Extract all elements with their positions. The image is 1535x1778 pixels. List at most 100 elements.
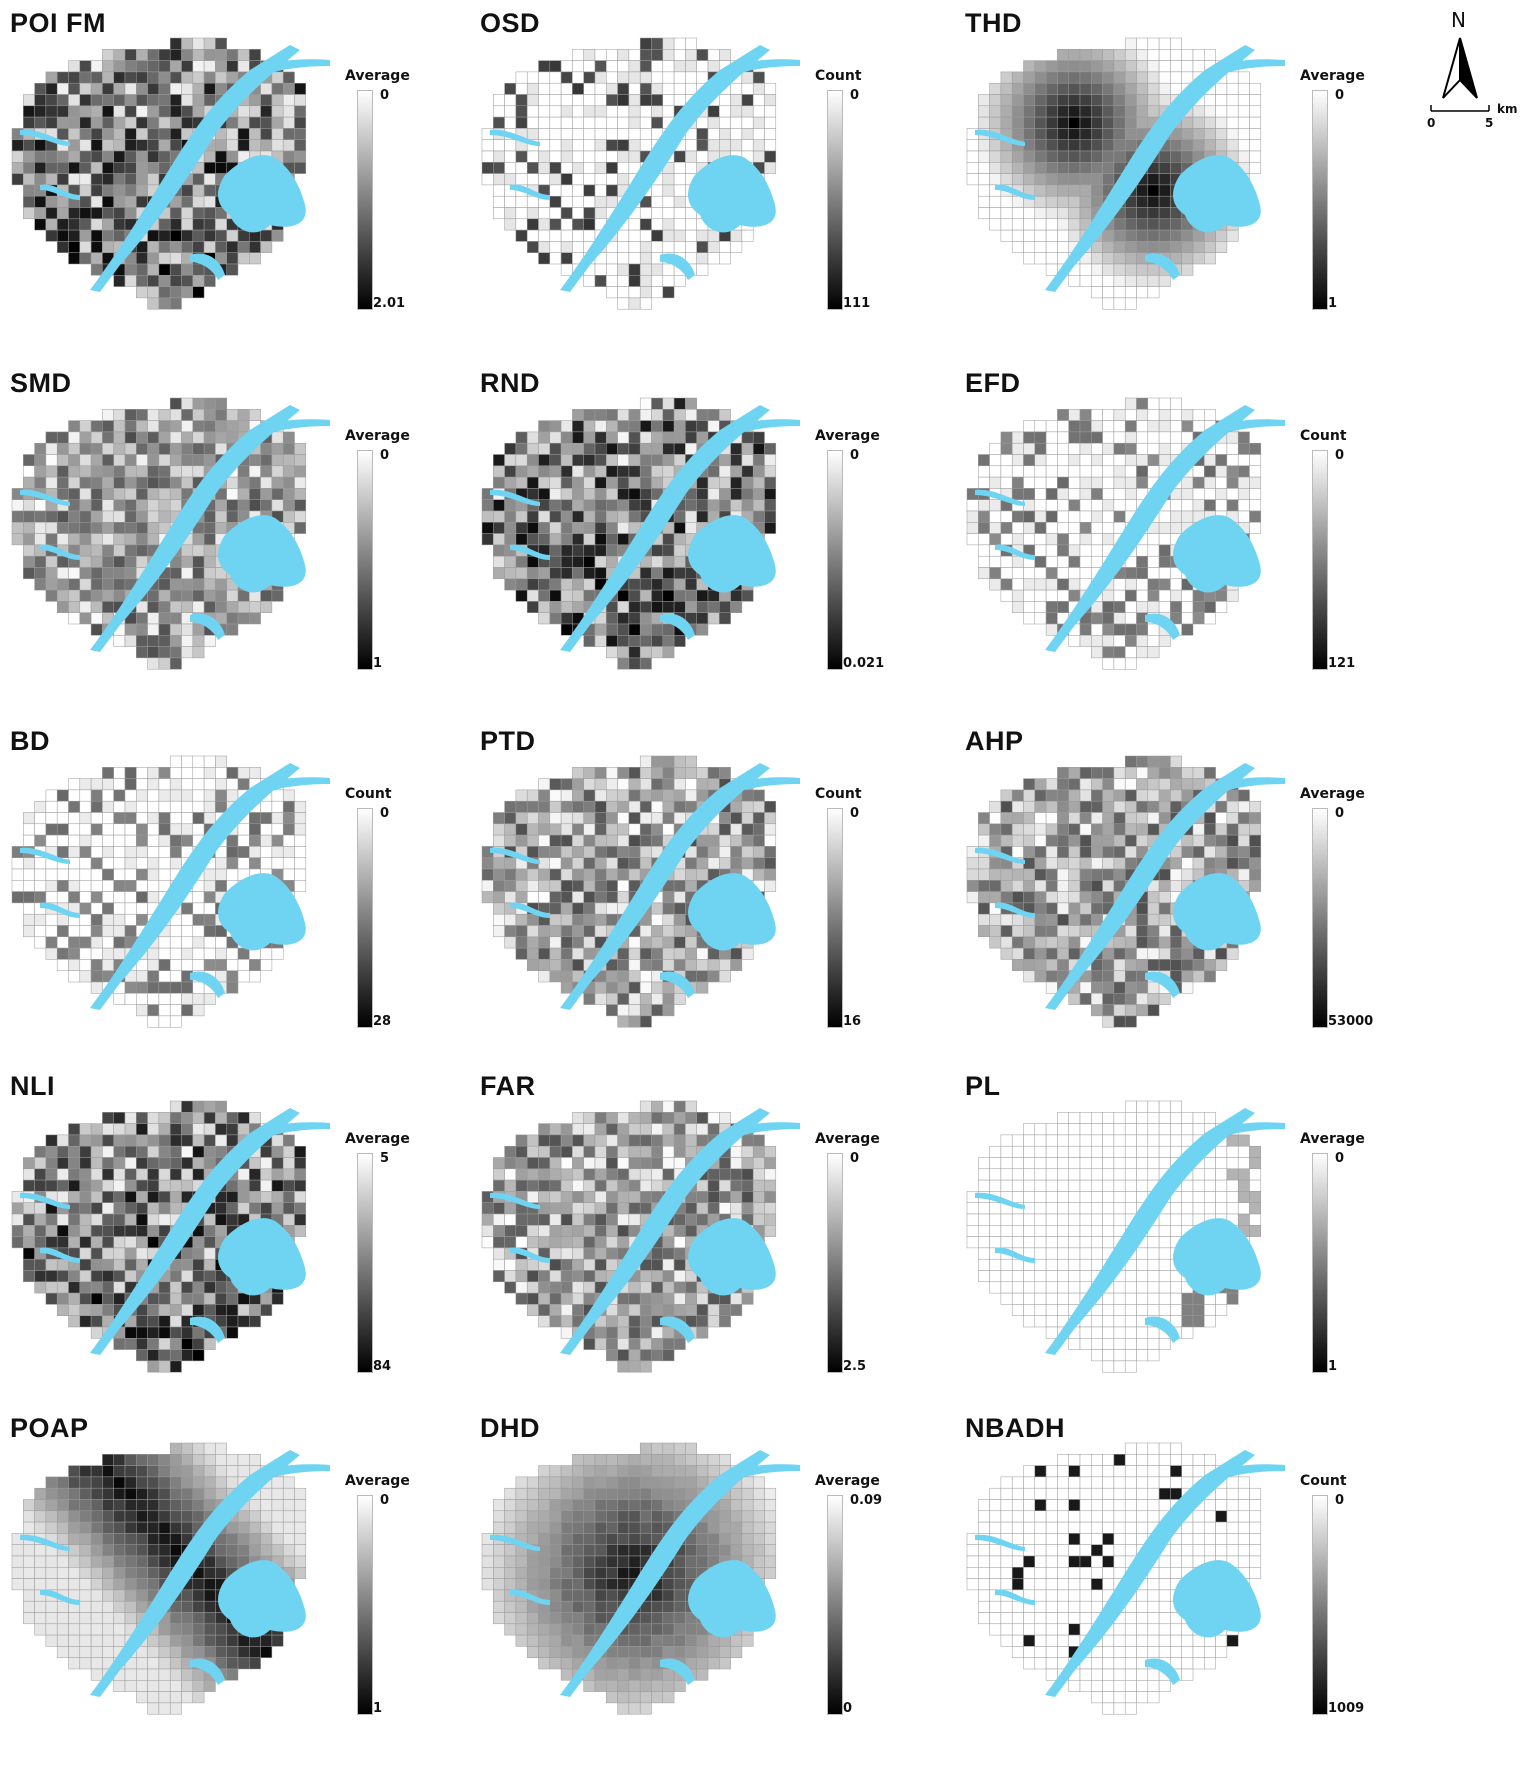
grid-cell: [102, 184, 114, 197]
grid-cell: [79, 578, 92, 591]
grid-cell: [1068, 925, 1081, 938]
grid-cell: [685, 589, 697, 602]
grid-cell: [113, 82, 126, 95]
grid-cell: [1057, 925, 1069, 938]
grid-cell: [136, 1191, 148, 1203]
grid-cell: [192, 800, 205, 813]
grid-cell: [113, 925, 126, 938]
grid-cell: [560, 578, 573, 591]
grid-cell: [1057, 857, 1069, 870]
legend-color-ramp: [357, 1153, 373, 1373]
grid-cell: [707, 601, 720, 613]
grid-cell: [493, 902, 505, 915]
grid-cell: [79, 105, 92, 118]
grid-cell: [1045, 800, 1058, 813]
grid-cell: [1023, 207, 1036, 220]
grid-cell: [1170, 218, 1182, 231]
grid-cell: [1000, 868, 1013, 881]
grid-cell: [90, 94, 103, 107]
grid-cell: [707, 1168, 720, 1181]
grid-cell: [1215, 947, 1228, 960]
grid-cell: [136, 1247, 148, 1260]
grid-cell: [124, 1270, 137, 1283]
grid-cell: [1158, 207, 1171, 220]
grid-cell: [203, 567, 216, 580]
creek-shape: [20, 489, 70, 506]
grid-cell: [1237, 812, 1250, 825]
south-lake-shape: [190, 971, 225, 998]
river-branch-shape: [250, 59, 330, 78]
grid-cell: [639, 128, 652, 140]
grid-cell: [56, 823, 69, 836]
grid-cell: [1079, 173, 1092, 186]
grid-cell: [685, 522, 697, 534]
grid-cell: [560, 834, 573, 847]
grid-cell: [1079, 128, 1092, 140]
grid-cell: [1204, 834, 1216, 847]
grid-cell: [1034, 959, 1047, 971]
grid-cell: [181, 823, 194, 836]
grid-cell: [79, 207, 92, 220]
grid-cell: [1158, 567, 1171, 580]
grid-cell: [23, 880, 35, 892]
grid-cell: [169, 431, 182, 444]
grid-cell: [572, 555, 584, 568]
grid-cell: [526, 947, 539, 960]
grid-cell: [1079, 488, 1092, 500]
grid-cell: [1215, 465, 1228, 478]
grid-cell: [617, 275, 630, 287]
grid-cell: [56, 128, 69, 140]
grid-cell: [1124, 789, 1137, 802]
grid-cell: [192, 755, 205, 768]
grid-cell: [158, 252, 171, 265]
grid-cell: [1079, 891, 1092, 904]
grid-cell: [572, 207, 584, 220]
grid-cell: [1124, 936, 1137, 949]
grid-cell: [79, 823, 92, 836]
grid-cell: [147, 857, 160, 870]
grid-cell: [90, 812, 103, 825]
grid-cell: [538, 173, 551, 186]
small-lake-shape: [995, 544, 1035, 560]
grid-cell: [707, 60, 720, 73]
grid-cell: [203, 510, 216, 523]
grid-cell: [1147, 275, 1160, 287]
grid-cell: [102, 857, 114, 870]
grid-cell: [124, 868, 137, 881]
grid-cell: [113, 510, 126, 523]
grid-cell: [79, 555, 92, 568]
grid-cell: [282, 789, 295, 802]
grid-cell: [181, 601, 194, 613]
grid-cell: [572, 601, 584, 613]
grid-cell: [1102, 612, 1115, 625]
grid-cell: [203, 71, 216, 84]
legend-bottom-value: 53000: [1328, 1014, 1374, 1029]
grid-cell: [90, 555, 103, 568]
grid-cell: [215, 1292, 227, 1305]
grid-cell: [23, 1258, 35, 1271]
grid-cell: [147, 139, 160, 152]
grid-cell: [549, 857, 562, 870]
grid-cell: [203, 1134, 216, 1147]
grid-cell: [124, 94, 137, 107]
grid-cell: [1136, 925, 1149, 938]
grid-cell: [102, 1258, 114, 1271]
grid-cell: [1045, 834, 1058, 847]
grid-cell: [34, 162, 47, 174]
grid-cell: [752, 442, 765, 455]
grid-cell: [1079, 499, 1092, 512]
grid-cell: [764, 128, 777, 140]
grid-cell: [102, 589, 114, 602]
grid-cell: [124, 1247, 137, 1260]
grid-cell: [271, 105, 284, 118]
grid-cell: [147, 646, 160, 659]
grid-cell: [90, 241, 103, 253]
grid-cell: [192, 1168, 205, 1181]
grid-cell: [526, 578, 539, 591]
grid-cell: [181, 1179, 194, 1192]
grid-cell: [192, 1100, 205, 1113]
grid-cell: [1023, 162, 1036, 174]
grid-cell: [1113, 454, 1126, 467]
grid-cell: [226, 767, 239, 779]
grid-cell: [1249, 846, 1262, 858]
